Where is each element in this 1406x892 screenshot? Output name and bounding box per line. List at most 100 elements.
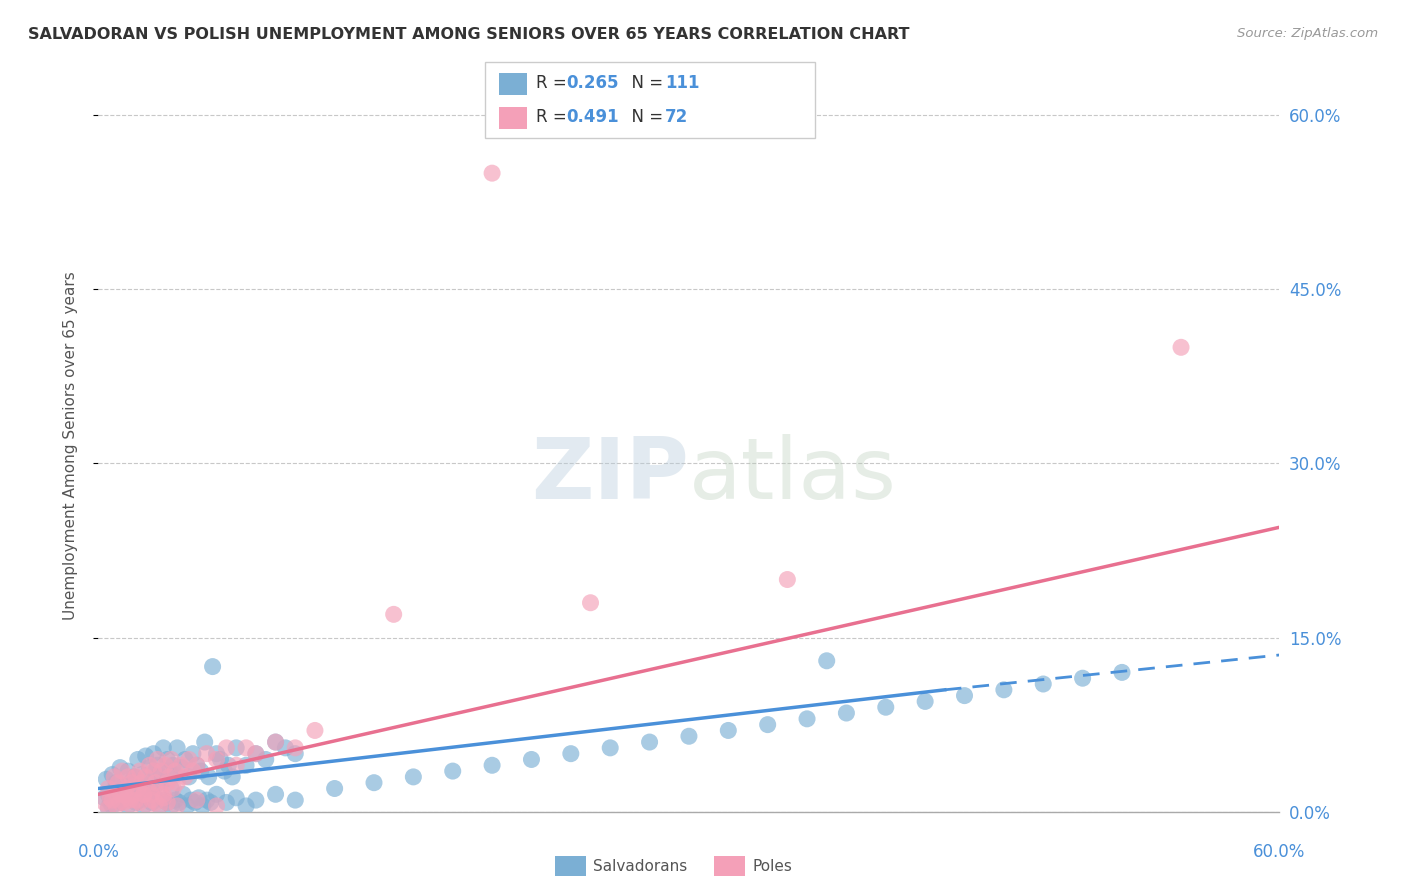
Point <box>156 775 179 789</box>
Point <box>197 770 219 784</box>
Point <box>150 764 173 778</box>
Point <box>215 740 238 755</box>
Point <box>93 790 115 805</box>
Point <box>579 596 602 610</box>
Point <box>128 793 150 807</box>
Point <box>245 747 267 761</box>
Point <box>146 758 169 772</box>
Point <box>166 775 188 789</box>
Point <box>97 801 120 815</box>
Point <box>112 787 135 801</box>
Point <box>187 790 209 805</box>
Text: 0.0%: 0.0% <box>77 843 120 861</box>
Point <box>122 770 145 784</box>
Text: R =: R = <box>536 108 572 126</box>
Point <box>235 798 257 813</box>
Point <box>201 659 224 673</box>
Point <box>132 781 155 796</box>
Point <box>191 798 214 813</box>
Y-axis label: Unemployment Among Seniors over 65 years: Unemployment Among Seniors over 65 years <box>63 272 77 620</box>
Point <box>215 796 238 810</box>
Text: atlas: atlas <box>689 434 897 516</box>
Point <box>165 767 187 781</box>
Point <box>101 798 124 813</box>
Point <box>105 787 128 801</box>
Point <box>186 758 208 772</box>
Point <box>225 740 247 755</box>
Point <box>93 796 115 810</box>
Point <box>121 775 143 789</box>
Point <box>875 700 897 714</box>
Point <box>121 790 143 805</box>
Point <box>115 784 138 798</box>
Point <box>162 781 184 796</box>
Point <box>155 758 177 772</box>
Point <box>205 747 228 761</box>
Point <box>200 796 222 810</box>
Point <box>98 796 121 810</box>
Point <box>186 793 208 807</box>
Point <box>117 764 139 778</box>
Point <box>264 735 287 749</box>
Text: SALVADORAN VS POLISH UNEMPLOYMENT AMONG SENIORS OVER 65 YEARS CORRELATION CHART: SALVADORAN VS POLISH UNEMPLOYMENT AMONG … <box>28 27 910 42</box>
Point <box>117 798 139 813</box>
Point <box>108 796 131 810</box>
Point <box>214 764 236 778</box>
Point <box>481 758 503 772</box>
Point <box>138 758 160 772</box>
Point <box>160 798 183 813</box>
Point <box>678 729 700 743</box>
Point <box>441 764 464 778</box>
Point <box>245 747 267 761</box>
Point <box>225 790 247 805</box>
Point <box>148 775 170 789</box>
Text: 0.265: 0.265 <box>567 74 619 92</box>
Point <box>136 798 159 813</box>
Point <box>1032 677 1054 691</box>
Point <box>166 740 188 755</box>
Point <box>128 787 150 801</box>
Text: Salvadorans: Salvadorans <box>593 859 688 873</box>
Point <box>186 758 208 772</box>
Point <box>141 793 163 807</box>
Point <box>148 798 170 813</box>
Point <box>165 764 187 778</box>
Point <box>165 793 187 807</box>
Point <box>132 787 155 801</box>
Point <box>136 787 159 801</box>
Point <box>103 770 125 784</box>
Point <box>146 752 169 766</box>
Point <box>520 752 543 766</box>
Point <box>96 772 118 787</box>
Point <box>145 790 167 805</box>
Point <box>284 747 307 761</box>
Point <box>107 775 129 789</box>
Point <box>111 787 134 801</box>
Point <box>148 781 170 796</box>
Point <box>274 740 297 755</box>
Point <box>152 793 174 807</box>
Point <box>167 796 190 810</box>
Point <box>135 749 157 764</box>
Point <box>181 747 204 761</box>
Point <box>176 798 198 813</box>
Text: 72: 72 <box>665 108 689 126</box>
Text: ZIP: ZIP <box>531 434 689 516</box>
Point <box>776 573 799 587</box>
Point <box>127 781 149 796</box>
Point <box>98 790 121 805</box>
Point <box>125 796 148 810</box>
Point <box>125 770 148 784</box>
Point <box>254 752 277 766</box>
Point <box>141 796 163 810</box>
Point <box>166 798 188 813</box>
Point <box>170 758 193 772</box>
Point <box>160 781 183 796</box>
Point <box>205 752 228 766</box>
Point <box>177 770 200 784</box>
Point <box>209 752 232 766</box>
Text: N =: N = <box>621 108 669 126</box>
Point <box>97 781 120 796</box>
Point <box>402 770 425 784</box>
Point <box>599 740 621 755</box>
